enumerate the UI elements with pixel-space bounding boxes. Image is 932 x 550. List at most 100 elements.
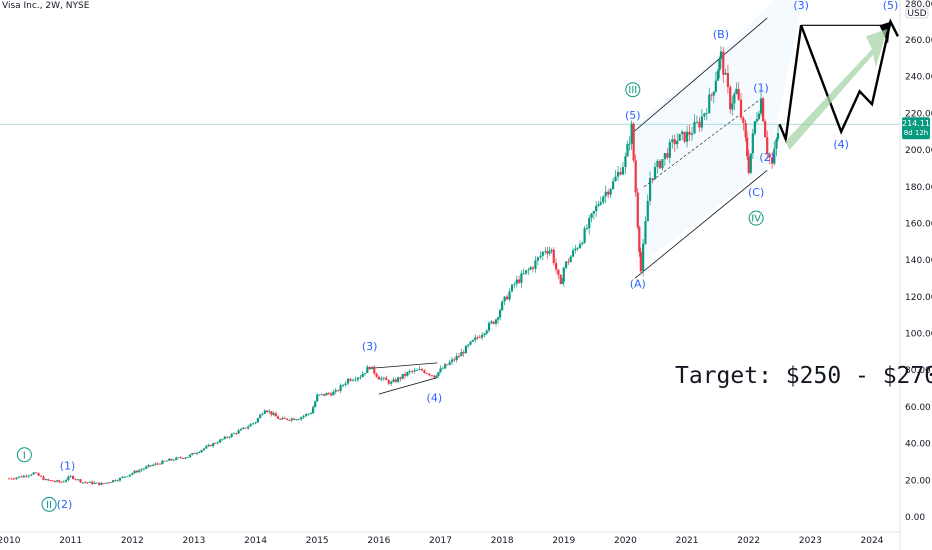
candle-body xyxy=(363,373,367,374)
candle-body xyxy=(290,418,293,421)
candle-body xyxy=(198,452,201,453)
x-tick-label: 2010 xyxy=(0,536,21,546)
candle-body xyxy=(562,267,565,282)
x-tick-label: 2012 xyxy=(121,536,144,546)
candle-body xyxy=(425,373,429,374)
candle-body xyxy=(62,481,65,483)
candle-body xyxy=(595,205,598,212)
candle-body xyxy=(439,368,442,373)
candle-body xyxy=(380,378,383,380)
candle-body xyxy=(7,478,11,480)
candle-body xyxy=(576,247,579,249)
candle-body xyxy=(744,122,747,138)
candle-body xyxy=(256,418,259,423)
candle-body xyxy=(534,260,537,269)
candle-body xyxy=(249,424,252,427)
candle-body xyxy=(592,211,595,214)
candle-body xyxy=(191,453,194,455)
wave-label: (5) xyxy=(883,0,899,12)
candle-body xyxy=(131,473,134,475)
candle-body xyxy=(761,98,765,122)
candle-body xyxy=(58,480,61,482)
candle-body xyxy=(232,433,236,435)
candle-body xyxy=(261,413,264,415)
candle-body xyxy=(244,427,247,429)
candle-body xyxy=(768,154,771,158)
candle-body xyxy=(228,436,231,438)
price-badge xyxy=(902,117,930,140)
candle-body xyxy=(722,51,725,75)
candle-body xyxy=(237,430,240,434)
candle-body xyxy=(140,469,143,471)
candle-body xyxy=(712,91,715,96)
candle-body xyxy=(286,418,289,420)
candle-body xyxy=(111,480,115,483)
candle-body xyxy=(88,481,92,483)
candle-body xyxy=(444,364,447,369)
candle-body xyxy=(753,121,756,134)
candle-body xyxy=(453,359,456,361)
candle-body xyxy=(710,94,713,96)
x-tick-label: 2020 xyxy=(614,536,637,546)
candle-body xyxy=(548,251,551,254)
candle-body xyxy=(554,263,558,270)
candle-body xyxy=(79,479,82,483)
x-tick-label: 2023 xyxy=(799,536,822,546)
candle-body xyxy=(281,418,284,420)
candle-body xyxy=(471,339,474,342)
candle-body xyxy=(55,480,59,482)
candle-body xyxy=(597,204,600,206)
candle-body xyxy=(219,439,222,443)
wave-label: I xyxy=(23,450,26,461)
candle-body xyxy=(279,418,282,420)
candle-body xyxy=(716,70,719,81)
wave-label: (1) xyxy=(753,81,769,94)
candle-body xyxy=(175,457,178,460)
x-tick-label: 2018 xyxy=(491,536,514,546)
candle-body xyxy=(375,373,378,377)
candle-body xyxy=(546,251,549,254)
candle-body xyxy=(300,417,303,420)
candle-body xyxy=(746,137,749,157)
x-tick-label: 2013 xyxy=(182,536,205,546)
candle-body xyxy=(559,274,562,284)
candle-body xyxy=(531,267,535,269)
candle-body xyxy=(69,475,72,477)
wave-label: (4) xyxy=(833,138,849,151)
candle-body xyxy=(544,251,547,252)
candle-body xyxy=(773,148,776,164)
candle-body xyxy=(739,99,743,118)
candle-body xyxy=(632,123,635,161)
candle-body xyxy=(646,200,649,222)
candle-body xyxy=(172,459,175,461)
price-badge-countdown: 8d 12h xyxy=(904,129,928,137)
candle-body xyxy=(496,317,500,320)
candle-body xyxy=(602,196,605,203)
y-tick-label: 200.00 xyxy=(905,146,932,156)
candle-body xyxy=(446,364,449,366)
candle-body xyxy=(149,465,152,466)
wave-label: (B) xyxy=(713,28,729,41)
candle-body xyxy=(200,450,203,453)
candle-body xyxy=(39,475,43,477)
candle-body xyxy=(138,470,141,473)
candle-body xyxy=(397,377,400,382)
y-tick-label: 20.00 xyxy=(905,476,931,486)
candle-body xyxy=(382,377,385,379)
candle-body xyxy=(247,426,250,429)
candle-body xyxy=(12,478,16,480)
candle-body xyxy=(225,436,229,438)
candle-body xyxy=(121,476,124,478)
candle-body xyxy=(27,475,30,477)
candle-body xyxy=(487,323,491,331)
candle-body xyxy=(165,460,169,462)
y-tick-label: 220.00 xyxy=(905,109,932,119)
candle-body xyxy=(93,482,96,485)
candle-body xyxy=(668,142,671,158)
candle-body xyxy=(464,345,468,354)
candle-body xyxy=(522,273,525,275)
candle-body xyxy=(695,121,699,123)
candle-body xyxy=(320,393,323,395)
wave-label: (2) xyxy=(759,151,775,164)
